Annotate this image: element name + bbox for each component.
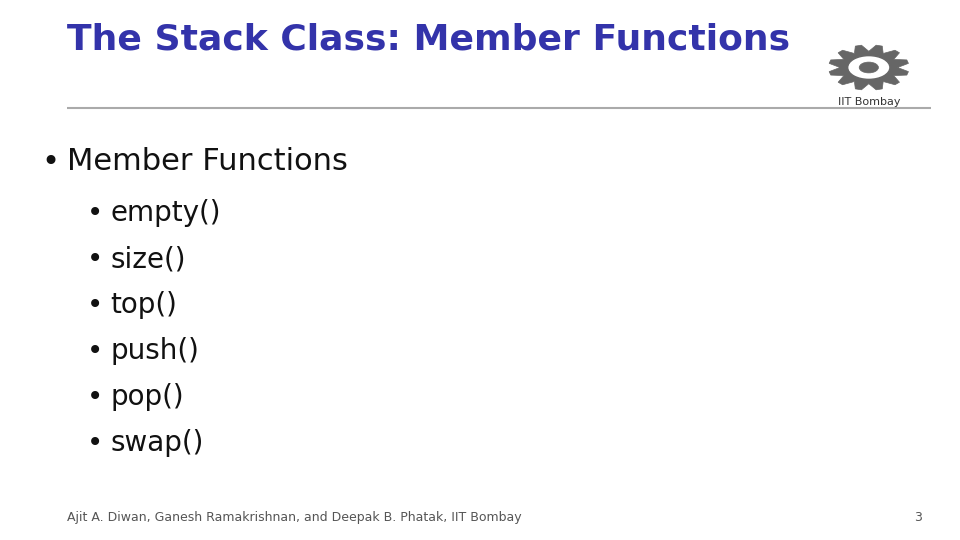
Text: •: • (86, 337, 103, 365)
Text: push(): push() (110, 337, 200, 365)
Text: top(): top() (110, 291, 178, 319)
Text: •: • (41, 147, 60, 177)
Text: The Stack Class: Member Functions: The Stack Class: Member Functions (67, 23, 790, 57)
Polygon shape (829, 45, 908, 90)
Text: empty(): empty() (110, 199, 221, 227)
Text: •: • (86, 383, 103, 411)
Text: •: • (86, 245, 103, 273)
Text: •: • (86, 291, 103, 319)
Text: Ajit A. Diwan, Ganesh Ramakrishnan, and Deepak B. Phatak, IIT Bombay: Ajit A. Diwan, Ganesh Ramakrishnan, and … (67, 511, 522, 524)
Text: size(): size() (110, 245, 186, 273)
Circle shape (848, 56, 890, 79)
Text: •: • (86, 199, 103, 227)
Text: pop(): pop() (110, 383, 184, 411)
Text: •: • (86, 429, 103, 457)
Text: 3: 3 (914, 511, 922, 524)
Text: swap(): swap() (110, 429, 204, 457)
Text: IIT Bombay: IIT Bombay (837, 97, 900, 107)
Circle shape (859, 62, 878, 73)
Text: Member Functions: Member Functions (67, 147, 348, 177)
